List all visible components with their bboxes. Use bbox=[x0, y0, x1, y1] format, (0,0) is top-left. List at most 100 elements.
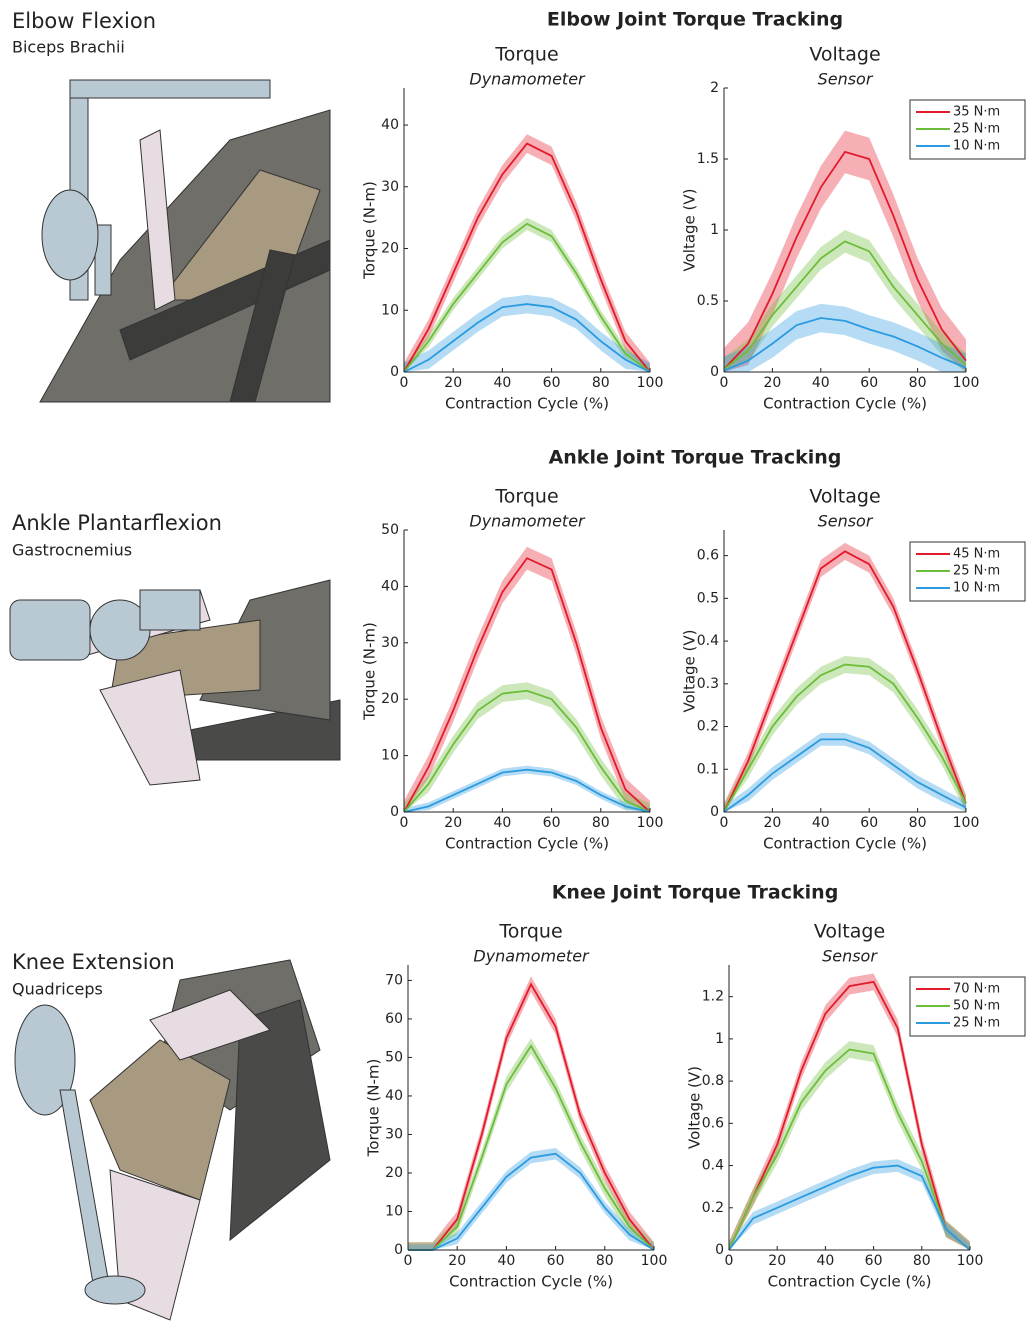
error-band bbox=[724, 230, 966, 372]
x-tick-label: 40 bbox=[816, 1253, 834, 1269]
x-tick-label: 40 bbox=[812, 815, 830, 831]
series-line bbox=[723, 150, 967, 370]
y-tick-label: 2 bbox=[710, 80, 719, 96]
chart-subtitle: Dynamometer bbox=[469, 512, 586, 531]
x-tick-label: 80 bbox=[909, 815, 927, 831]
x-axis-label: Contraction Cycle (%) bbox=[763, 835, 927, 853]
x-tick-label: 80 bbox=[913, 1253, 931, 1269]
x-tick-label: 0 bbox=[720, 375, 729, 391]
x-axis-label: Contraction Cycle (%) bbox=[768, 1273, 932, 1291]
y-tick-label: 0 bbox=[710, 804, 719, 820]
x-tick-label: 100 bbox=[637, 375, 664, 391]
x-tick-label: 20 bbox=[448, 1253, 466, 1269]
x-tick-label: 20 bbox=[763, 375, 781, 391]
x-axis-label: Contraction Cycle (%) bbox=[445, 395, 609, 413]
x-tick-label: 60 bbox=[865, 1253, 883, 1269]
y-tick-label: 30 bbox=[381, 635, 399, 651]
series-line bbox=[723, 550, 967, 813]
x-tick-label: 60 bbox=[860, 815, 878, 831]
y-axis-label: Voltage (V) bbox=[686, 1066, 704, 1149]
legend-label: 10 N·m bbox=[953, 139, 1000, 154]
y-tick-label: 70 bbox=[385, 972, 403, 988]
y-tick-label: 10 bbox=[385, 1203, 403, 1219]
x-tick-label: 100 bbox=[641, 1253, 668, 1269]
y-tick-label: 40 bbox=[381, 578, 399, 594]
y-tick-label: 1.5 bbox=[697, 151, 719, 167]
joint-label: Knee Extension bbox=[12, 950, 175, 974]
series-line bbox=[408, 1152, 655, 1251]
muscle-label: Gastrocnemius bbox=[12, 541, 132, 560]
series-line bbox=[723, 663, 967, 813]
chart-title: Voltage bbox=[809, 486, 880, 508]
chart-subtitle: Dynamometer bbox=[469, 70, 586, 89]
x-tick-label: 40 bbox=[497, 1253, 515, 1269]
y-axis-label: Torque (N-m) bbox=[361, 181, 379, 280]
chart-title: Torque bbox=[494, 44, 558, 66]
error-band bbox=[729, 973, 970, 1250]
y-tick-label: 30 bbox=[381, 179, 399, 195]
y-axis-label: Voltage (V) bbox=[681, 189, 699, 272]
y-tick-label: 0.5 bbox=[697, 293, 719, 309]
error-band bbox=[724, 303, 966, 372]
error-band bbox=[729, 1159, 970, 1250]
joint-label: Elbow Flexion bbox=[12, 9, 156, 33]
muscle-label: Quadriceps bbox=[12, 980, 103, 999]
y-tick-label: 0.2 bbox=[697, 719, 719, 735]
x-tick-label: 80 bbox=[592, 815, 610, 831]
y-tick-label: 0.5 bbox=[697, 590, 719, 606]
y-tick-label: 0 bbox=[394, 1242, 403, 1258]
x-tick-label: 0 bbox=[400, 815, 409, 831]
error-band bbox=[408, 976, 654, 1250]
error-band bbox=[408, 1038, 654, 1250]
legend-label: 70 N·m bbox=[953, 982, 1000, 997]
series-line bbox=[723, 738, 967, 813]
chart-subtitle: Sensor bbox=[822, 947, 878, 966]
y-tick-label: 40 bbox=[381, 117, 399, 133]
y-axis-label: Torque (N-m) bbox=[361, 622, 379, 721]
x-tick-label: 60 bbox=[543, 815, 561, 831]
muscle-label: Biceps Brachii bbox=[12, 38, 125, 57]
legend-label: 35 N·m bbox=[953, 105, 1000, 120]
x-tick-label: 60 bbox=[860, 375, 878, 391]
chart-subtitle: Sensor bbox=[818, 512, 874, 531]
error-band bbox=[404, 294, 650, 372]
y-tick-label: 0 bbox=[710, 364, 719, 380]
legend-label: 25 N·m bbox=[953, 564, 1000, 579]
y-tick-label: 20 bbox=[385, 1165, 403, 1181]
series-line bbox=[403, 557, 651, 813]
x-axis-label: Contraction Cycle (%) bbox=[445, 835, 609, 853]
x-tick-label: 100 bbox=[953, 375, 980, 391]
chart-title: Torque bbox=[494, 486, 558, 508]
x-tick-label: 20 bbox=[763, 815, 781, 831]
y-tick-label: 20 bbox=[381, 691, 399, 707]
series-line bbox=[728, 980, 971, 1251]
chart-subtitle: Sensor bbox=[818, 70, 874, 89]
chart-title: Voltage bbox=[809, 44, 880, 66]
elbow-illustration bbox=[20, 79, 331, 403]
y-tick-label: 1.2 bbox=[702, 989, 724, 1005]
error-band bbox=[724, 130, 966, 372]
y-tick-label: 0.3 bbox=[697, 676, 719, 692]
ankle-illustration bbox=[9, 579, 341, 786]
legend-label: 25 N·m bbox=[953, 122, 1000, 137]
x-tick-label: 80 bbox=[592, 375, 610, 391]
x-tick-label: 80 bbox=[596, 1253, 614, 1269]
x-tick-label: 60 bbox=[547, 1253, 565, 1269]
y-tick-label: 20 bbox=[381, 241, 399, 257]
x-tick-label: 0 bbox=[725, 1253, 734, 1269]
error-band bbox=[404, 134, 650, 372]
x-tick-label: 40 bbox=[493, 815, 511, 831]
series-line bbox=[403, 689, 651, 813]
legend-label: 50 N·m bbox=[953, 999, 1000, 1014]
series-line bbox=[723, 317, 967, 372]
x-tick-label: 40 bbox=[812, 375, 830, 391]
x-tick-label: 40 bbox=[493, 375, 511, 391]
x-tick-label: 0 bbox=[404, 1253, 413, 1269]
error-band bbox=[404, 682, 650, 812]
series-line bbox=[403, 222, 651, 373]
series-line bbox=[723, 240, 967, 370]
y-tick-label: 50 bbox=[385, 1049, 403, 1065]
x-axis-label: Contraction Cycle (%) bbox=[763, 395, 927, 413]
error-band bbox=[404, 765, 650, 812]
